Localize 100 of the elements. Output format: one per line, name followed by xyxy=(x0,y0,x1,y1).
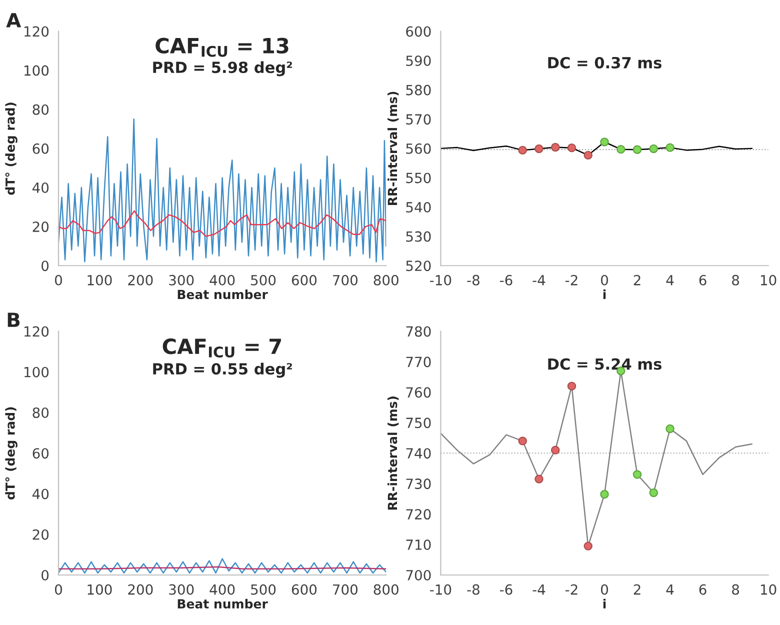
point xyxy=(518,146,527,155)
y-tick-label: 60 xyxy=(32,448,49,459)
point xyxy=(649,488,658,498)
x-tick-label: -10 xyxy=(430,584,452,595)
x-tick-label: -6 xyxy=(500,274,512,286)
y-axis-title: dT° (deg rad) xyxy=(5,407,18,500)
x-tick-label: -2 xyxy=(565,584,578,595)
y-tick-label: 20 xyxy=(32,529,49,540)
y-tick-label: 560 xyxy=(406,143,431,154)
y-tick-label: 590 xyxy=(406,56,431,66)
x-tick-label: 2 xyxy=(634,274,640,286)
x-tick-label: -2 xyxy=(565,274,578,286)
chart-title: CAF$_{ICU}$ = 13 xyxy=(156,38,288,57)
x-tick-label: 0 xyxy=(54,584,62,595)
x-tick-label: 0 xyxy=(600,274,608,286)
y-tick-label: 550 xyxy=(406,172,431,184)
y-tick-label: 520 xyxy=(406,260,431,272)
x-tick-label: 300 xyxy=(169,584,194,595)
line-series xyxy=(58,210,386,237)
x-axis-title: Beat number xyxy=(178,598,268,609)
x-tick-label: 10 xyxy=(760,274,776,286)
y-tick-label: 80 xyxy=(32,104,49,115)
y-tick-label: 0 xyxy=(42,260,49,272)
y-tick-label: 100 xyxy=(24,65,49,76)
x-tick-label: 500 xyxy=(251,274,276,286)
x-tick-label: 600 xyxy=(292,274,317,286)
y-axis-title: RR-interval (ms) xyxy=(388,396,399,510)
y-tick-label: 570 xyxy=(406,114,431,125)
x-axis-title: i xyxy=(603,289,606,299)
x-tick-label: 4 xyxy=(666,584,674,595)
x-tick-label: 500 xyxy=(251,584,276,595)
x-tick-label: 8 xyxy=(732,584,740,595)
point xyxy=(666,143,674,152)
y-tick-label: 120 xyxy=(24,326,49,337)
x-tick-label: 6 xyxy=(699,274,706,286)
y-tick-label: 730 xyxy=(406,478,431,490)
point xyxy=(600,490,609,499)
x-tick-label: 6 xyxy=(699,584,706,595)
x-tick-label: 4 xyxy=(666,275,674,286)
y-tick-label: 600 xyxy=(406,26,431,37)
text: PRD = 0.55 deg² xyxy=(153,362,292,378)
x-tick-label: -10 xyxy=(430,274,452,286)
point xyxy=(616,144,626,154)
x-tick-label: 800 xyxy=(374,274,398,286)
text: PRD = 5.98 deg² xyxy=(153,61,292,76)
point xyxy=(600,138,609,146)
y-tick-label: 100 xyxy=(24,366,49,378)
x-tick-label: 100 xyxy=(88,274,112,286)
y-axis-title: dT° (deg rad) xyxy=(5,102,18,195)
y-tick-label: 540 xyxy=(406,202,431,213)
point xyxy=(518,436,527,446)
x-tick-label: -8 xyxy=(467,584,480,595)
x-tick-label: 2 xyxy=(634,584,640,595)
x-tick-label: 200 xyxy=(128,274,153,286)
y-tick-label: 60 xyxy=(32,143,49,154)
x-tick-label: 700 xyxy=(333,274,358,286)
y-tick-label: 780 xyxy=(406,326,431,337)
point xyxy=(567,143,576,152)
point xyxy=(567,382,576,390)
x-tick-label: 800 xyxy=(374,584,398,595)
x-tick-label: 400 xyxy=(210,584,235,595)
x-tick-label: -4 xyxy=(532,584,546,595)
x-tick-label: 600 xyxy=(292,584,317,595)
point xyxy=(584,542,592,550)
x-tick-label: 0 xyxy=(54,274,62,286)
x-tick-label: 400 xyxy=(210,274,235,286)
x-axis-title: Beat number xyxy=(178,289,268,300)
x-axis-title: i xyxy=(603,598,606,608)
x-tick-label: 0 xyxy=(600,584,608,595)
x-tick-label: 700 xyxy=(333,584,358,595)
y-tick-label: 750 xyxy=(406,418,431,428)
text: A xyxy=(6,13,22,28)
x-tick-label: -4 xyxy=(532,275,546,286)
point xyxy=(534,474,544,484)
y-tick-label: 80 xyxy=(32,407,49,418)
y-tick-label: 760 xyxy=(406,387,431,398)
point xyxy=(551,142,560,152)
x-tick-label: 300 xyxy=(169,274,194,286)
y-tick-label: 530 xyxy=(406,231,431,242)
x-tick-label: 10 xyxy=(760,584,776,595)
y-tick-label: 120 xyxy=(24,26,49,37)
y-tick-label: 40 xyxy=(32,488,49,500)
point xyxy=(649,144,658,154)
x-tick-label: 8 xyxy=(732,274,740,286)
y-tick-label: 580 xyxy=(406,84,431,96)
text: DC = 5.24 ms xyxy=(548,358,662,370)
x-tick-label: 100 xyxy=(88,584,112,595)
chart-title: CAF$_{ICU}$ = 7 xyxy=(162,338,281,358)
y-tick-label: 40 xyxy=(32,182,49,193)
y-tick-label: 710 xyxy=(406,540,431,550)
y-tick-label: 0 xyxy=(42,570,49,580)
y-tick-label: 20 xyxy=(32,222,49,232)
point xyxy=(666,424,674,434)
x-tick-label: 200 xyxy=(128,584,153,595)
point xyxy=(534,144,544,154)
y-tick-label: 700 xyxy=(406,570,431,580)
point xyxy=(632,145,642,154)
text: B xyxy=(8,312,20,327)
y-axis-title: RR-interval (ms) xyxy=(388,92,399,205)
y-tick-label: 740 xyxy=(406,448,431,459)
